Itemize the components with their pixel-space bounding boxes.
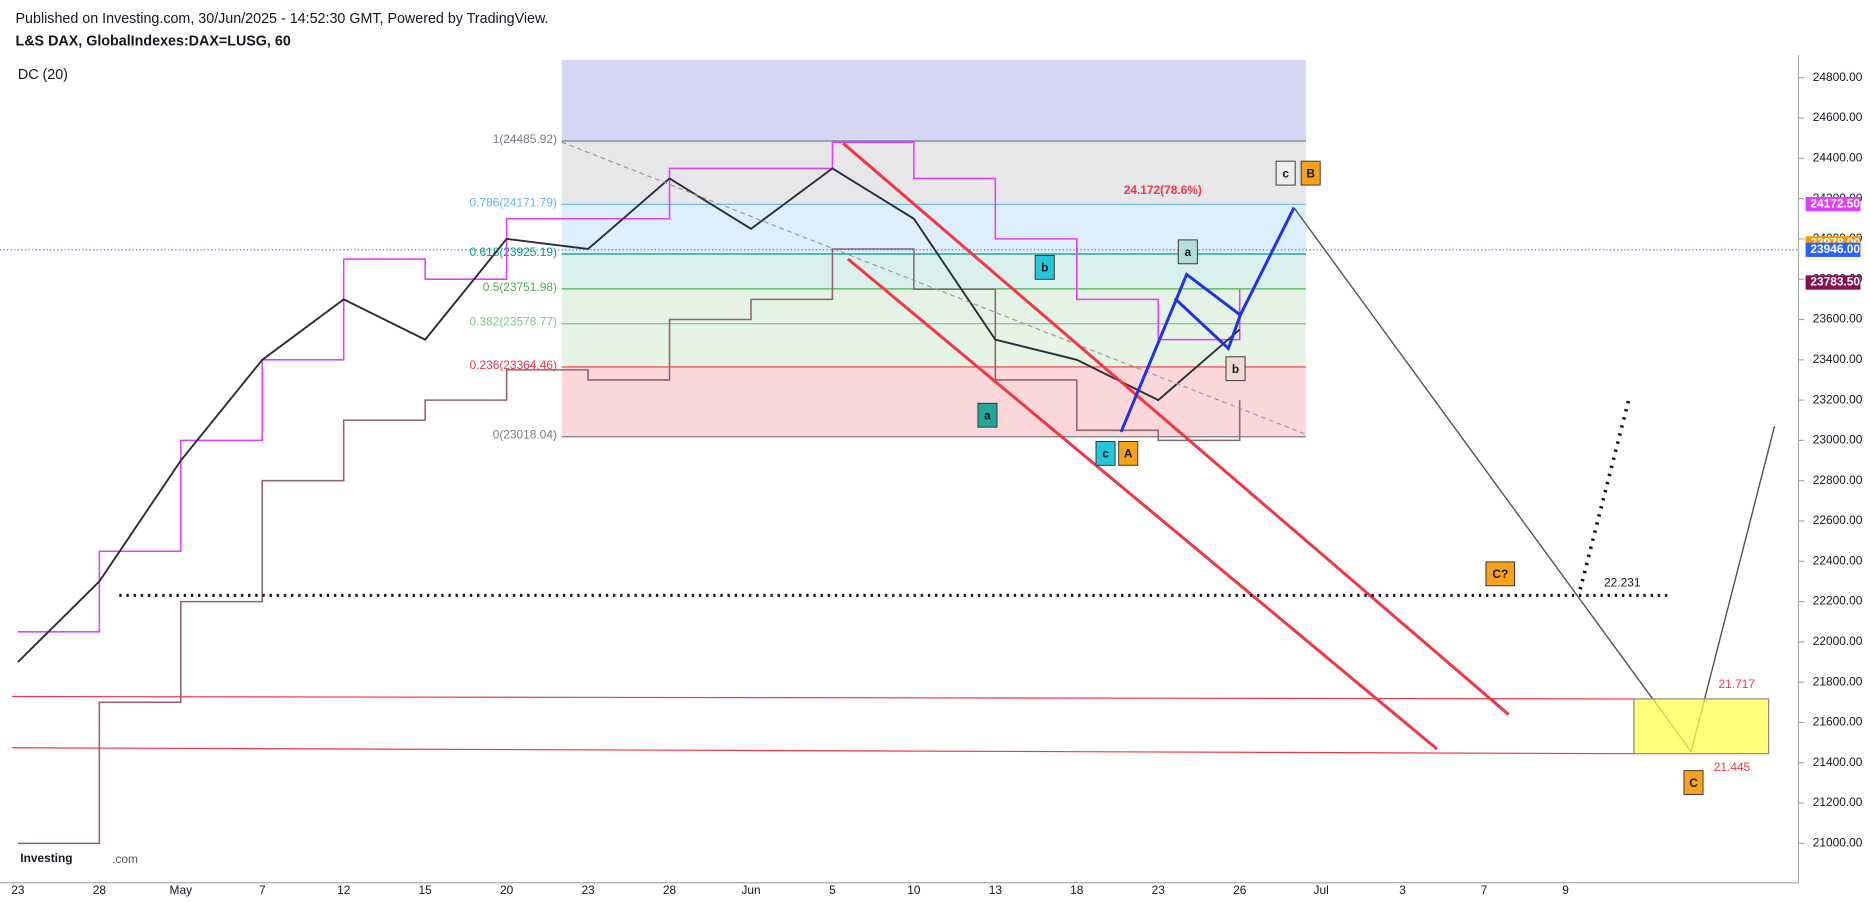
- x-tick-label: 20: [500, 883, 514, 897]
- y-tick-label: 23200.00: [1813, 392, 1863, 406]
- fib-zone: [561, 59, 1306, 141]
- retracement-label: 24.172(78.6%): [1124, 183, 1202, 197]
- price-line: [17, 167, 1241, 663]
- y-tick-label: 21200.00: [1813, 795, 1863, 809]
- x-tick-label: Jun: [741, 883, 760, 897]
- y-tick-label: 22000.00: [1813, 634, 1863, 648]
- x-tick-label: 9: [1562, 883, 1569, 897]
- x-tick-label: 26: [1233, 883, 1247, 897]
- fib-label: 1(24485.92): [493, 132, 557, 146]
- wave-box: [1177, 239, 1198, 265]
- level-label: 21.445: [1714, 760, 1751, 774]
- y-tick-label: 21600.00: [1813, 715, 1863, 729]
- level-label: 21.717: [1719, 677, 1756, 691]
- wave-box: [1225, 356, 1246, 382]
- x-tick-label: 3: [1399, 883, 1406, 897]
- y-tick-label: 24600.00: [1813, 110, 1863, 124]
- y-tick-label: 23400.00: [1813, 352, 1863, 366]
- fib-label: 0.236(23364.46): [470, 358, 557, 372]
- x-tick-label: 12: [337, 883, 351, 897]
- fib-zone: [561, 366, 1306, 437]
- levels-group: 22.231 21.717 21.445: [11, 576, 1770, 774]
- y-tick-label: 23000.00: [1813, 433, 1863, 447]
- wave-box: [977, 402, 998, 428]
- wave-box: [1300, 160, 1321, 186]
- wave-box: [1275, 160, 1296, 186]
- wave-label: b: [1041, 261, 1048, 275]
- fib-label: 0.5(23751.98): [483, 280, 557, 294]
- projection-line: [1293, 207, 1776, 754]
- published-note: Published on Investing.com, 30/Jun/2025 …: [16, 11, 549, 27]
- target-box: [1633, 698, 1770, 755]
- wave-label: a: [984, 409, 991, 423]
- price-tag: [1805, 242, 1861, 257]
- x-tick-label: 23: [1152, 883, 1166, 897]
- y-tick-label: 22600.00: [1813, 513, 1863, 527]
- price-tag-label: 24172.50: [1810, 196, 1860, 210]
- projection-dotted: [1578, 398, 1631, 590]
- wave-label: C?: [1492, 567, 1508, 581]
- wave-label: c: [1282, 166, 1289, 180]
- y-tick-label: 21400.00: [1813, 755, 1863, 769]
- y-tick-label: 21800.00: [1813, 674, 1863, 688]
- wave-label: b: [1232, 362, 1239, 376]
- x-tick-label: 7: [259, 883, 266, 897]
- fib-label: 0.382(23578.77): [470, 315, 557, 329]
- wave-label: B: [1306, 166, 1315, 180]
- logo-suffix: .com: [112, 852, 138, 866]
- x-tick-label: 5: [829, 883, 836, 897]
- x-tick-label: 15: [419, 883, 433, 897]
- y-tick-label: 22800.00: [1813, 473, 1863, 487]
- dc-line: [17, 248, 1241, 845]
- wave-box: [1485, 561, 1516, 587]
- y-tick-label: 23600.00: [1813, 312, 1863, 326]
- y-tick-label: 24800.00: [1813, 70, 1863, 84]
- wave-box: [1683, 770, 1704, 795]
- fib-label: 0.786(24171.79): [470, 195, 557, 209]
- x-tick-label: 10: [907, 883, 921, 897]
- x-tick-label: 28: [93, 883, 107, 897]
- wave-box: [1095, 440, 1116, 466]
- x-tick-label: Jul: [1314, 883, 1329, 897]
- channel-line: [842, 142, 1510, 716]
- y-tick-label: 22200.00: [1813, 594, 1863, 608]
- level-label: 22.231: [1604, 576, 1641, 590]
- channel-line: [846, 257, 1439, 751]
- price-tag-label: 23946.00: [1810, 242, 1860, 256]
- price-tag-label: 23783.50: [1810, 275, 1860, 289]
- fib-label: 0.618(23925.19): [470, 245, 557, 259]
- fib-label: 0(23018.04): [493, 428, 557, 442]
- price-tag: [1805, 196, 1861, 212]
- dc-line: [17, 141, 1241, 633]
- wave-label: C: [1689, 776, 1698, 790]
- marks-group: [0, 141, 1799, 845]
- indicator-label: DC (20): [18, 67, 68, 83]
- wave-group: c Bb a a c Ab C? C: [977, 160, 1704, 795]
- fib-zone: [561, 140, 1306, 205]
- level-line: [11, 695, 1634, 700]
- x-tick-label: 18: [1070, 883, 1084, 897]
- x-tick-label: May: [170, 883, 193, 897]
- wave-box: [1118, 440, 1139, 466]
- x-tick-label: 23: [11, 883, 25, 897]
- wave-line: [1238, 207, 1296, 316]
- x-tick-label: 23: [581, 883, 595, 897]
- y-tick-label: 21000.00: [1813, 836, 1863, 850]
- level-line: [11, 747, 1634, 755]
- wave-box: [1034, 254, 1055, 280]
- chart-title: L&S DAX, GlobalIndexes:DAX=LUSG, 60: [16, 34, 291, 50]
- wave-label: a: [1185, 245, 1192, 259]
- price-tag: [1805, 275, 1861, 290]
- y-tick-label: 24400.00: [1813, 150, 1863, 164]
- y-tick-label: 22400.00: [1813, 553, 1863, 567]
- wave-label: A: [1124, 447, 1133, 461]
- axis-group: 21000.00 21200.00 21400.00 21600.00 21800.00…: [11, 70, 1863, 897]
- wave-label: c: [1102, 447, 1109, 461]
- logo: Investing: [20, 851, 72, 865]
- x-tick-label: 28: [663, 883, 677, 897]
- x-tick-label: 7: [1481, 883, 1488, 897]
- x-tick-label: 13: [989, 883, 1003, 897]
